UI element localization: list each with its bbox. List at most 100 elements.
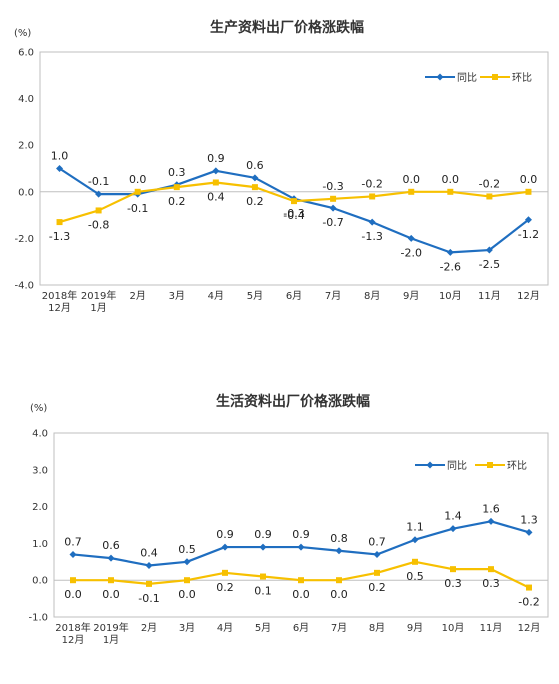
data-label-mom: -0.2 (361, 177, 382, 190)
x-tick-label: 5月 (255, 622, 271, 634)
data-label-mom: 0.2 (168, 195, 186, 208)
data-label-yoy: 0.9 (292, 528, 310, 541)
data-label-mom: -0.1 (138, 592, 159, 605)
data-point-mom (291, 198, 297, 205)
data-point-yoy (69, 550, 77, 558)
data-label-yoy: 0.6 (102, 539, 120, 552)
x-tick-label: 2019年 (93, 621, 128, 634)
data-label-yoy: 0.5 (178, 543, 196, 556)
data-point-mom (336, 577, 342, 584)
data-label-mom: 0.2 (216, 581, 234, 594)
x-tick-label: 4月 (217, 622, 233, 634)
data-point-mom (369, 193, 376, 200)
y-tick-label: -1.0 (28, 613, 48, 624)
x-tick-label: 10月 (439, 290, 462, 302)
plot-area (53, 432, 549, 618)
x-tick-label: 5月 (247, 290, 263, 302)
y-tick-label: 4.0 (18, 94, 34, 105)
data-point-yoy (259, 543, 267, 551)
y-unit-label: (%) (30, 403, 47, 414)
data-point-mom (450, 566, 456, 573)
legend-marker-mom (492, 74, 498, 80)
data-label-mom: 0.0 (442, 173, 460, 186)
data-point-mom (251, 184, 258, 191)
data-point-yoy (56, 165, 64, 172)
data-point-mom (146, 580, 152, 587)
x-tick-label: 12月 (517, 290, 540, 302)
data-label-yoy: 0.8 (330, 532, 348, 545)
data-label-yoy: 1.0 (51, 150, 69, 163)
data-label-mom: 0.0 (178, 588, 196, 601)
x-tick-label: 1月 (90, 302, 106, 314)
x-tick-label: 10月 (442, 622, 465, 634)
data-point-yoy (107, 554, 115, 562)
data-label-mom: 0.0 (129, 173, 147, 186)
data-point-yoy (487, 517, 495, 525)
plot-area (39, 51, 549, 286)
data-label-mom: 0.5 (406, 570, 424, 583)
data-label-yoy: -2.0 (400, 246, 421, 259)
x-tick-label: 9月 (407, 622, 423, 634)
chart-consumer-goods: 生活资料出厂价格涨跌幅 (%) -1.0 0.0 1.0 2.0 3.0 4.0 2018… (28, 393, 549, 646)
data-label-mom: -1.3 (49, 230, 70, 243)
data-label-yoy: -1.2 (518, 228, 539, 241)
data-point-mom (374, 569, 380, 576)
data-point-mom (526, 584, 532, 591)
x-tick-label: 11月 (478, 290, 501, 302)
data-label-mom: 0.4 (207, 190, 225, 203)
y-tick-label: 0.0 (32, 576, 48, 587)
data-point-mom (134, 188, 141, 195)
data-point-yoy (335, 547, 343, 555)
legend-label-mom: 环比 (507, 460, 527, 472)
legend-marker-mom (487, 462, 493, 468)
data-label-mom: 0.0 (402, 173, 420, 186)
data-label-yoy: -1.3 (361, 230, 382, 243)
data-point-mom (525, 188, 532, 195)
data-label-yoy: -0.1 (88, 175, 109, 188)
x-tick-label: 2018年 (55, 621, 90, 634)
data-label-mom: -0.3 (322, 180, 343, 193)
data-label-mom: -0.2 (479, 177, 500, 190)
data-label-mom: 0.3 (482, 577, 500, 590)
data-label-yoy: 1.6 (482, 502, 500, 515)
data-point-yoy (373, 550, 381, 558)
data-label-yoy: -2.6 (440, 260, 461, 273)
data-point-yoy (407, 234, 415, 242)
x-tick-label: 4月 (208, 290, 224, 302)
y-unit-label: (%) (14, 28, 31, 39)
data-point-yoy (368, 218, 376, 226)
data-label-yoy: 0.7 (368, 535, 386, 548)
data-label-mom: 0.0 (292, 588, 310, 601)
x-tick-label: 2月 (141, 622, 157, 634)
data-point-mom (108, 577, 114, 584)
data-point-mom (488, 566, 494, 573)
data-label-mom: 0.0 (520, 173, 538, 186)
data-label-yoy: 0.6 (246, 159, 264, 172)
data-label-mom: -0.2 (518, 596, 539, 609)
data-point-yoy (297, 543, 305, 551)
chart-legend: 同比 环比 (425, 72, 532, 84)
data-point-yoy (524, 216, 532, 224)
data-point-yoy (251, 174, 259, 182)
chart-production-materials: 生产资料出厂价格涨跌幅 (%) -4.0 -2.0 0.0 2.0 4.0 6.0 201… (14, 19, 549, 314)
data-label-yoy: -2.5 (479, 258, 500, 271)
x-tick-label: 7月 (331, 622, 347, 634)
data-point-yoy (449, 525, 457, 533)
data-point-mom (486, 193, 493, 200)
data-point-yoy (485, 246, 493, 254)
y-tick-label: 1.0 (32, 539, 48, 550)
data-point-mom (95, 207, 102, 214)
x-tick-label: 3月 (179, 622, 195, 634)
data-point-mom (408, 188, 415, 195)
x-tick-label: 12月 (48, 302, 71, 314)
data-label-yoy: -0.1 (127, 202, 148, 215)
y-tick-label: 4.0 (32, 429, 48, 440)
legend-label-mom: 环比 (512, 72, 532, 84)
data-point-yoy (145, 561, 153, 569)
data-point-yoy (411, 536, 419, 544)
data-point-mom (330, 195, 337, 202)
data-label-mom: 0.2 (246, 195, 264, 208)
data-point-mom (70, 577, 76, 584)
x-tick-label: 9月 (403, 290, 419, 302)
data-point-mom (173, 184, 180, 191)
